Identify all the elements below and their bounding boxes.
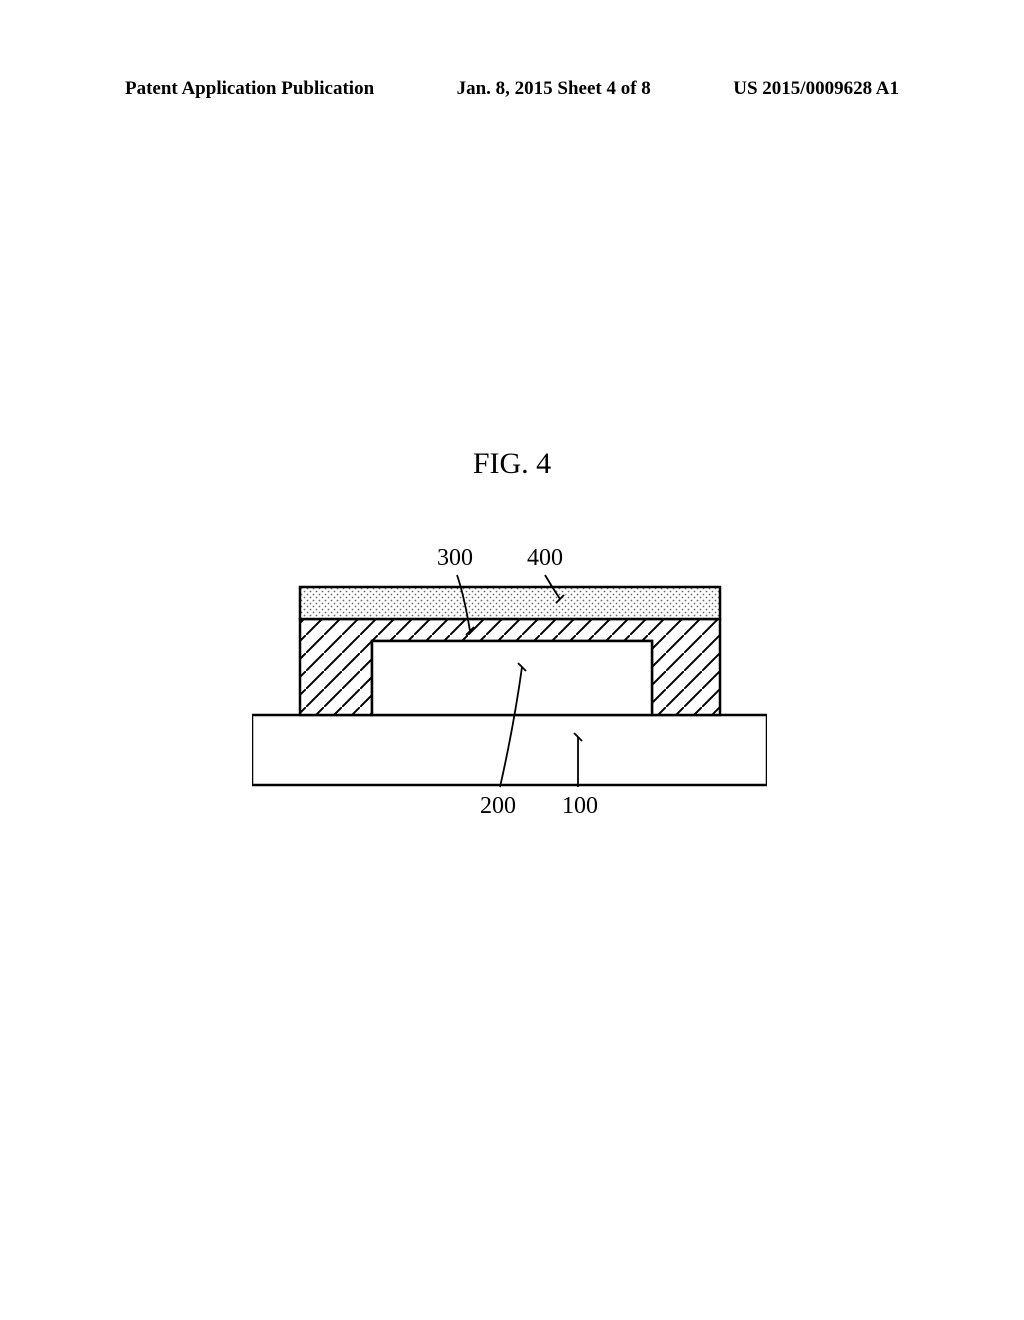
label-300: 300 — [437, 545, 473, 572]
label-200: 200 — [480, 793, 516, 820]
layer-200 — [372, 641, 652, 715]
figure-title: FIG. 4 — [0, 447, 1024, 481]
layer-400 — [300, 587, 720, 619]
layer-100 — [252, 715, 767, 785]
header-publication: Patent Application Publication — [125, 78, 374, 100]
label-100: 100 — [562, 793, 598, 820]
label-400: 400 — [527, 545, 563, 572]
header-date-sheet: Jan. 8, 2015 Sheet 4 of 8 — [457, 78, 651, 100]
patent-diagram — [252, 545, 767, 825]
header-patent-number: US 2015/0009628 A1 — [733, 78, 899, 100]
diagram-container: 300 400 200 100 — [252, 545, 767, 825]
